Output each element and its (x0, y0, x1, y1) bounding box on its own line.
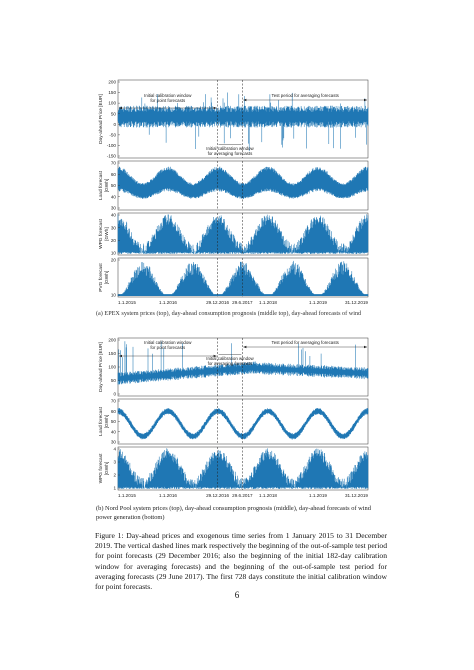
annotation-calib-avg: for averaging forecasts (208, 361, 253, 366)
y-axis-label-unit: [GWh] (104, 179, 110, 193)
page-number: 6 (234, 590, 240, 600)
x-tick-label: 1.1.2018 (259, 493, 277, 498)
y-tick-label: 2 (113, 473, 116, 478)
subcaption-b: (b) Nord Pool system prices (top), day-a… (96, 505, 371, 521)
annotation-calib-avg: Initial calibration window (206, 146, 254, 151)
y-tick-label: 40 (111, 213, 117, 218)
y-tick-label: 150 (108, 90, 116, 95)
annotation-calib-point: for point forecasts (150, 98, 186, 103)
x-tick-label: 29.6.2017 (232, 493, 253, 498)
panel-b-subplot-1: 200 150 100 50 0 Day-ahead Price [EUR] (98, 338, 369, 397)
y-tick-label: -150 (107, 154, 117, 159)
x-tick-label: 1.1.2015 (118, 493, 136, 498)
y-tick-label: 200 (108, 338, 116, 343)
panel-b-subplot-2: 70 60 50 40 30 Load forecast [GWh] (98, 399, 369, 445)
panel-a-x-axis: 1.1.2015 1.1.2016 29.12.2016 29.6.2017 1.1.2… (118, 300, 368, 305)
x-tick-label: 29.12.2016 (206, 493, 229, 498)
y-tick-label: 30 (111, 206, 117, 211)
x-tick-label: 1.1.2018 (259, 300, 277, 305)
panel-a-subplot-2: 70 60 50 40 30 Load forecast [GWh] (98, 161, 369, 211)
y-axis-label: Day-ahead Price [EUR] (98, 94, 104, 144)
y-tick-label: -100 (107, 143, 117, 148)
panel-a-subplot-4: 20 10 PVG forecast [GWh] (98, 257, 369, 298)
y-axis-label-unit: [GWh] (104, 415, 110, 429)
annotation-calib-avg: for averaging forecasts (208, 151, 253, 156)
series-line (117, 260, 369, 296)
y-axis-label: PVG forecast (98, 263, 104, 292)
series-line (117, 92, 369, 152)
y-tick-label: -50 (109, 132, 116, 137)
x-tick-label: 31.12.2019 (345, 300, 368, 305)
y-axis-label: WPG forecast (98, 218, 104, 249)
y-axis-label: WPG forecast (98, 453, 104, 484)
y-tick-label: 150 (108, 351, 116, 356)
y-tick-label: 4 (113, 447, 116, 452)
x-tick-label: 1.1.2019 (309, 300, 327, 305)
series-line (117, 448, 369, 489)
x-tick-label: 1.1.2015 (118, 300, 136, 305)
y-tick-label: 60 (111, 409, 117, 414)
y-tick-label: 50 (111, 378, 117, 383)
y-tick-label: 50 (111, 183, 117, 188)
y-tick-label: 40 (111, 429, 117, 434)
panel-b-x-axis: 1.1.2015 1.1.2016 29.12.2016 29.6.2017 1.1.2… (118, 493, 368, 498)
series-line (117, 341, 369, 385)
x-tick-label: 1.1.2016 (159, 300, 177, 305)
y-tick-label: 10 (111, 251, 117, 256)
x-tick-label: 1.1.2019 (309, 493, 327, 498)
y-tick-label: 50 (111, 111, 117, 116)
y-tick-label: 20 (111, 238, 117, 243)
y-axis-label-unit: [GWh] (104, 271, 110, 285)
y-tick-label: 100 (108, 101, 116, 106)
y-tick-label: 60 (111, 172, 117, 177)
axes-frame (117, 257, 369, 298)
y-tick-label: 50 (111, 419, 117, 424)
y-axis-label: Day-ahead Price [EUR] (98, 342, 104, 392)
x-tick-label: 1.1.2016 (159, 493, 177, 498)
x-tick-label: 29.12.2016 (206, 300, 229, 305)
annotation-calib-point: for point forecasts (150, 345, 186, 350)
y-tick-label: 0 (113, 122, 116, 127)
y-tick-label: 30 (111, 440, 117, 445)
panel-a-subplot-1: 200 150 100 50 0 -50 -100 -150 Day-ahead Price [… (98, 80, 369, 159)
annotation-calib-point: Initial calibration window (144, 93, 192, 98)
y-tick-label: 70 (111, 399, 117, 404)
y-tick-label: 200 (108, 80, 116, 85)
y-axis-label: Load forecast (98, 170, 104, 200)
series-line (117, 166, 369, 199)
series-line (117, 408, 369, 440)
y-tick-label: 3 (113, 460, 116, 465)
y-tick-label: 20 (111, 258, 117, 263)
figure-caption: Figure 1: Day-ahead prices and exogenous… (95, 531, 387, 592)
y-tick-label: 100 (108, 365, 116, 370)
panel-a-subplot-3: 40 30 20 10 WPG forecast [GWh] (98, 213, 369, 256)
x-tick-label: 29.6.2017 (232, 300, 253, 305)
panel-b-subplot-3: 4 3 2 1 WPG forecast [GWh] (98, 447, 369, 491)
y-tick-label: 0 (113, 392, 116, 397)
annotation-test-period: Test period for averaging forecasts (272, 340, 340, 345)
y-axis-label-unit: [GWh] (104, 227, 110, 241)
annotation-calib-avg: Initial calibration window (206, 356, 254, 361)
x-tick-label: 31.12.2019 (345, 493, 368, 498)
y-axis-label-unit: [GWh] (104, 462, 110, 476)
y-tick-label: 30 (111, 225, 117, 230)
y-tick-label: 10 (111, 293, 117, 298)
y-axis-label: Load forecast (98, 406, 104, 436)
annotation-test-period: Test period for averaging forecasts (272, 93, 340, 98)
y-tick-label: 40 (111, 194, 117, 199)
y-tick-label: 70 (111, 161, 117, 166)
y-tick-label: 1 (113, 486, 116, 491)
series-line (117, 214, 369, 254)
annotation-calib-point: Initial calibration window (144, 340, 192, 345)
subcaption-a: (a) EPEX system prices (top), day-ahead … (96, 310, 362, 317)
